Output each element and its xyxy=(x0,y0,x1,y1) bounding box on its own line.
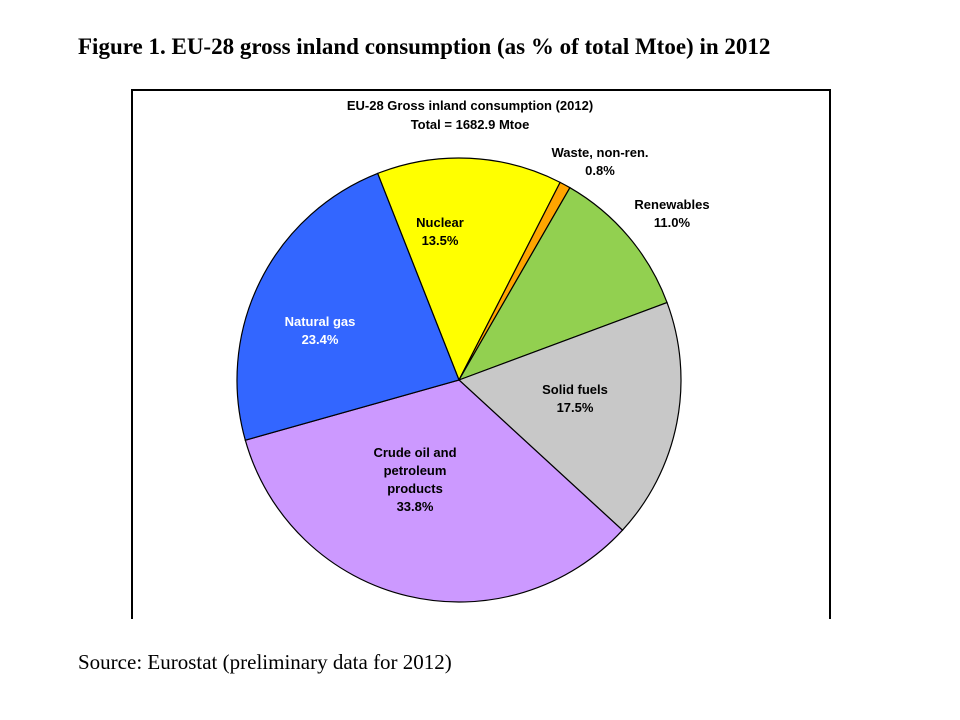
pie-slice-renewables xyxy=(457,186,668,382)
slice-name-label: Waste, non-ren. xyxy=(551,145,648,160)
pie-slice-nuclear xyxy=(376,157,561,382)
slice-name-label: Natural gas xyxy=(285,314,356,329)
chart-frame xyxy=(131,89,831,619)
slice-name-label: products xyxy=(387,481,443,496)
slice-label-nuclear: Nuclear 13.5% xyxy=(416,215,464,248)
pie-slice-natural-gas xyxy=(236,172,460,441)
slice-label-crude-oil-and-petroleum-products: Crude oil and petroleum products 33.8% xyxy=(373,445,456,514)
slice-name-label: Renewables xyxy=(634,197,709,212)
slice-value-label: 13.5% xyxy=(422,233,459,248)
slice-name-label: Crude oil and xyxy=(373,445,456,460)
chart-title: EU-28 Gross inland consumption (2012) xyxy=(347,98,593,113)
pie-slice-solid-fuels xyxy=(457,301,682,532)
pie-labels: Nuclear 13.5% Waste, non-ren. 0.8% Renewable… xyxy=(285,145,710,514)
slice-label-renewables: Renewables 11.0% xyxy=(634,197,709,230)
slice-name-label: petroleum xyxy=(384,463,447,478)
slice-label-natural-gas: Natural gas 23.4% xyxy=(285,314,356,347)
slice-value-label: 0.8% xyxy=(585,163,615,178)
slice-label-solid-fuels: Solid fuels 17.5% xyxy=(542,382,608,415)
slice-label-waste-non-ren: Waste, non-ren. 0.8% xyxy=(551,145,648,178)
pie-slice-crude-oil-and-petroleum-products xyxy=(244,379,624,603)
slice-name-label: Nuclear xyxy=(416,215,464,230)
slice-value-label: 17.5% xyxy=(557,400,594,415)
pie-slices xyxy=(236,157,682,603)
slice-value-label: 11.0% xyxy=(654,215,691,230)
slice-value-label: 33.8% xyxy=(397,499,434,514)
figure-title: Figure 1. EU-28 gross inland consumption… xyxy=(78,34,771,59)
slice-value-label: 23.4% xyxy=(302,332,339,347)
slice-name-label: Solid fuels xyxy=(542,382,608,397)
chart-subtitle: Total = 1682.9 Mtoe xyxy=(411,117,530,132)
source-note: Source: Eurostat (preliminary data for 2… xyxy=(78,650,452,674)
